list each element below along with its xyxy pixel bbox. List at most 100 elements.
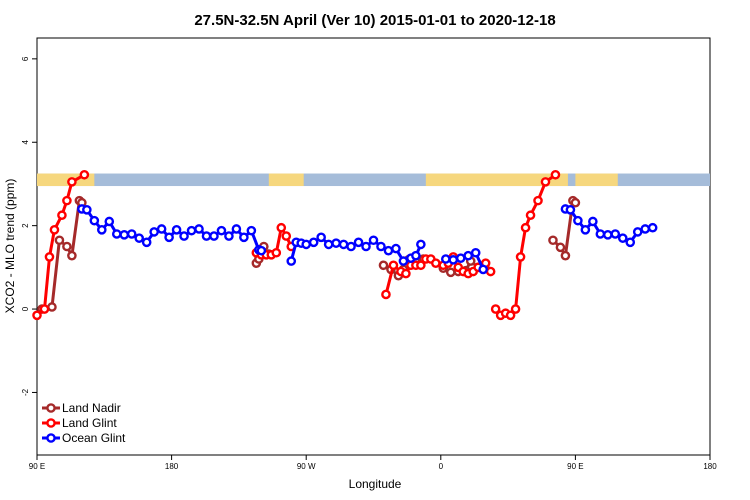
ocean-glint-point: [164, 232, 174, 243]
ocean-glint-point: [316, 232, 326, 243]
ocean-glint-point: [632, 227, 643, 237]
land-nadir-point: [47, 302, 57, 312]
ocean-glint-point: [416, 239, 426, 250]
ocean-glint-point: [398, 256, 409, 266]
land-nadir-point: [445, 267, 456, 278]
ocean-glint-point: [448, 255, 459, 265]
land-nadir-point: [570, 197, 581, 208]
ocean-glint-point: [361, 241, 371, 252]
ocean-glint-point: [171, 225, 182, 235]
plot-frame: [36, 37, 711, 456]
land-glint-point: [281, 231, 292, 241]
ocean-glint-point: [573, 215, 583, 226]
legend-label: Land Nadir: [62, 401, 121, 415]
ocean-glint-point: [186, 225, 197, 236]
ocean-glint-point: [391, 243, 401, 254]
land-nadir-point: [54, 235, 65, 246]
ocean-glint-point: [134, 233, 144, 243]
chart-title: 27.5N-32.5N April (Ver 10) 2015-01-01 to…: [194, 12, 555, 29]
ocean-glint-point: [610, 229, 621, 239]
ocean-glint-point: [231, 224, 242, 234]
legend-marker: [46, 403, 56, 413]
ocean-glint-point: [603, 230, 613, 240]
land-nadir-point: [555, 242, 566, 253]
ocean-glint-point: [256, 245, 267, 256]
land-glint-point: [39, 304, 50, 314]
ocean-glint-point: [179, 231, 189, 241]
axes: 90 E 180 90 W 0 90 E 180 -2 0 2 4 6: [21, 56, 717, 471]
land-band-segment: [575, 173, 618, 187]
ocean-glint-point: [580, 225, 591, 235]
land-glint-point: [381, 289, 391, 300]
y-tick-label: 6: [21, 56, 30, 61]
ocean-glint-point: [104, 216, 115, 227]
land-nadir-point: [67, 250, 77, 261]
land-glint-point: [520, 222, 531, 233]
ocean-glint-point: [383, 245, 394, 256]
ocean-glint-point: [209, 231, 219, 241]
ocean-glint-point: [149, 227, 159, 237]
ocean-glint-point: [588, 216, 598, 227]
legend-item-land-glint: Land Glint: [42, 416, 117, 430]
x-tick-label: 180: [703, 462, 717, 471]
series-layer: [32, 169, 658, 321]
legend-label: Land Glint: [62, 416, 117, 430]
ocean-glint-point: [376, 241, 386, 252]
ocean-glint-point: [323, 239, 334, 250]
ocean-glint-point: [119, 230, 130, 240]
ocean-glint-point: [640, 224, 650, 234]
y-tick-label: 0: [21, 306, 30, 311]
land-glint-point: [44, 252, 55, 262]
x-tick-label: 0: [439, 462, 444, 471]
legend-item-land-nadir: Land Nadir: [42, 401, 121, 415]
land-glint-point: [79, 169, 90, 180]
ocean-glint-point: [440, 254, 451, 264]
land-glint-point: [550, 169, 561, 180]
legend-marker: [46, 433, 56, 443]
ocean-glint-point: [126, 229, 137, 239]
ocean-glint-point: [156, 224, 167, 234]
x-tick-label: 90 E: [567, 462, 583, 471]
ocean-glint-point: [338, 239, 349, 250]
surface-band: [37, 173, 710, 187]
y-tick-label: -2: [21, 388, 30, 396]
x-tick-label: 90 E: [29, 462, 45, 471]
ocean-glint-point: [331, 238, 341, 248]
y-tick-label: 4: [21, 139, 30, 144]
x-axis-label: Longitude: [349, 477, 402, 491]
ocean-glint-point: [478, 264, 488, 275]
land-glint-point: [401, 268, 411, 279]
ocean-glint-point: [308, 237, 319, 248]
ocean-glint-point: [246, 225, 257, 236]
ocean-glint-point: [224, 231, 234, 241]
land-glint-point: [515, 252, 526, 262]
ocean-glint-point: [194, 224, 204, 234]
land-glint-point: [540, 177, 551, 187]
ocean-glint-point: [346, 241, 356, 252]
land-glint-point: [505, 310, 516, 321]
land-glint-point: [271, 247, 282, 258]
ocean-glint-point: [141, 237, 152, 248]
ocean-glint-point: [301, 239, 312, 250]
land-glint-point: [57, 210, 67, 221]
land-glint-point: [32, 310, 42, 321]
legend-item-ocean-glint: Ocean Glint: [42, 431, 126, 445]
land-glint-point: [485, 266, 496, 277]
y-axis-label: XCO2 - MLO trend (ppm): [3, 179, 17, 314]
land-nadir-point: [62, 241, 72, 252]
land-glint-point: [533, 195, 543, 206]
legend-marker: [46, 418, 56, 428]
land-glint-point: [62, 195, 72, 206]
series-ocean-glint: [77, 204, 658, 275]
ocean-glint-point: [463, 250, 474, 261]
ocean-glint-point: [286, 256, 297, 266]
ocean-glint-point: [617, 233, 628, 243]
series-land-glint: [32, 169, 561, 321]
land-glint-point: [388, 260, 399, 271]
land-nadir-point: [560, 250, 571, 261]
land-glint-line: [36, 173, 86, 317]
land-nadir-point: [548, 235, 558, 246]
ocean-glint-point: [625, 237, 636, 248]
